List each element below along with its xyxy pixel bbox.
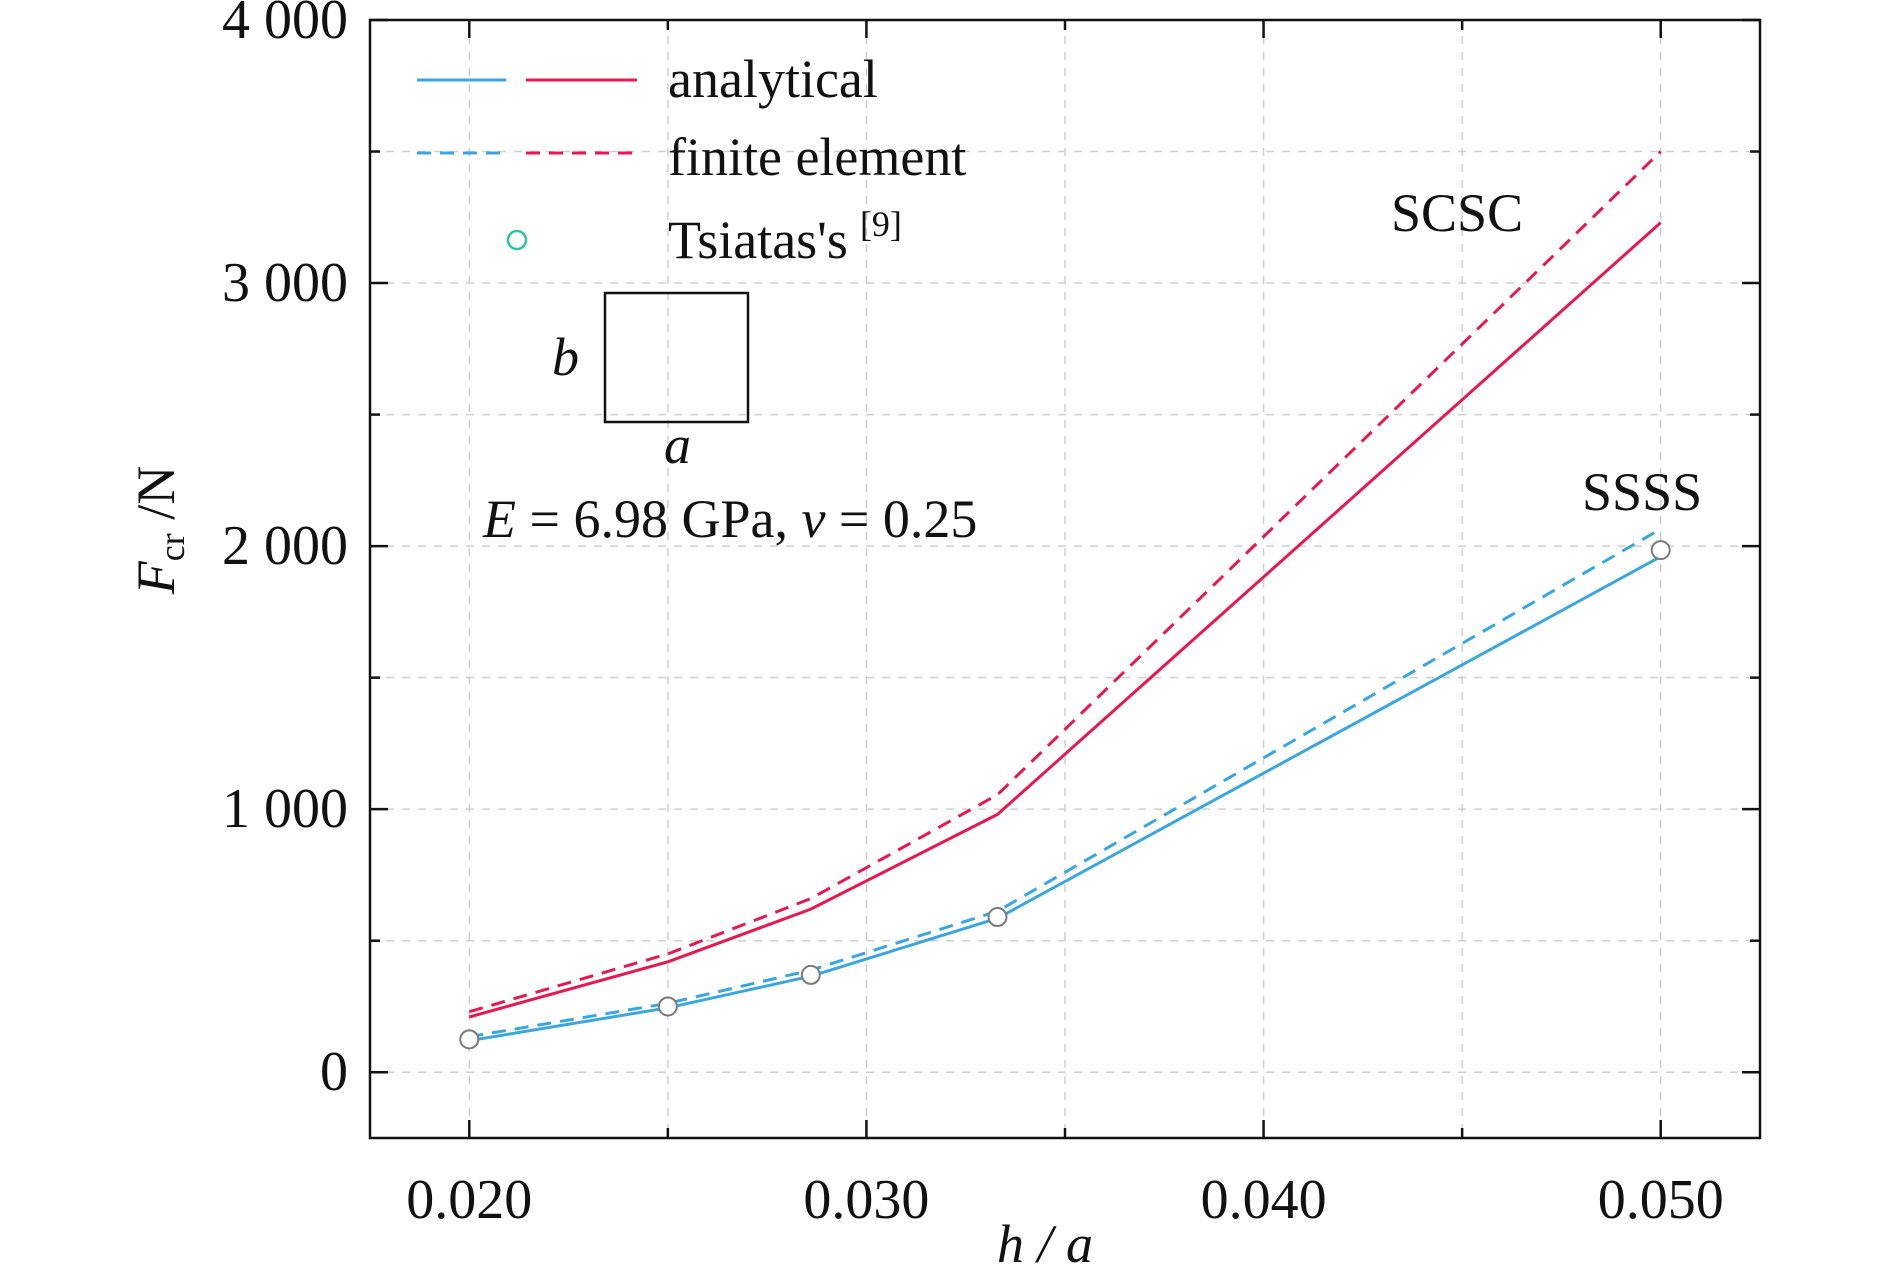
marker-layer	[459, 540, 1671, 1050]
plate-rectangle	[603, 291, 750, 424]
x-tick-label: 0.040	[1201, 1169, 1327, 1231]
scsc-finite-element-line	[468, 150, 1662, 1014]
scsc-analytical-line	[468, 221, 1662, 1019]
legend-tsiatas-marker	[506, 229, 528, 251]
grid	[370, 19, 1760, 1138]
y-tick-label: 1 000	[222, 778, 348, 840]
material-nu: ν	[801, 489, 825, 549]
y-axis-label-sub: cr	[152, 533, 192, 561]
plate-inset: b a	[552, 291, 750, 475]
legend-tsiatas-text: Tsiatas's	[668, 210, 848, 270]
y-tick-label: 3 000	[222, 252, 348, 314]
x-tick-label: 0.050	[1598, 1169, 1724, 1231]
plate-a-label: a	[664, 415, 691, 475]
material-E: E	[482, 489, 516, 549]
legend-tsiatas-ref: [9]	[860, 204, 902, 244]
legend: analytical finite element Tsiatas's [9]	[417, 49, 966, 270]
material-params: E = 6.98 GPa, ν = 0.25	[482, 489, 977, 549]
y-axis-label-main: F	[126, 560, 186, 595]
ssss-label: SSSS	[1582, 462, 1702, 522]
scsc-label: SCSC	[1391, 183, 1523, 243]
legend-label-finite-element: finite element	[668, 127, 966, 187]
material-E-value: = 6.98 GPa,	[516, 489, 801, 549]
ssss-tsiatas-s-point	[987, 907, 1008, 928]
x-axis-label: h / a	[997, 1214, 1093, 1266]
ssss-tsiatas-s-point	[459, 1029, 480, 1050]
y-tick-label: 0	[320, 1041, 348, 1103]
material-nu-value: = 0.25	[825, 489, 977, 549]
legend-label-analytical: analytical	[668, 49, 878, 109]
ssss-tsiatas-s-point	[800, 964, 821, 985]
x-tick-label: 0.020	[406, 1169, 532, 1231]
ssss-tsiatas-s-point	[657, 996, 678, 1017]
tick-labels: 0.020 0.030 0.040 0.050 0 1 000 2 000 3 000 4 00…	[222, 0, 1724, 1231]
y-axis-label-unit: /N	[126, 466, 186, 534]
y-tick-label: 4 000	[222, 0, 348, 51]
y-tick-label: 2 000	[222, 515, 348, 577]
plate-b-label: b	[552, 327, 579, 387]
y-axis-label: Fcr /N	[126, 466, 192, 595]
x-tick-label: 0.030	[803, 1169, 929, 1231]
ticks	[370, 18, 1760, 1138]
ssss-tsiatas-s-point	[1650, 540, 1671, 561]
legend-label-tsiatas: Tsiatas's [9]	[668, 204, 902, 270]
